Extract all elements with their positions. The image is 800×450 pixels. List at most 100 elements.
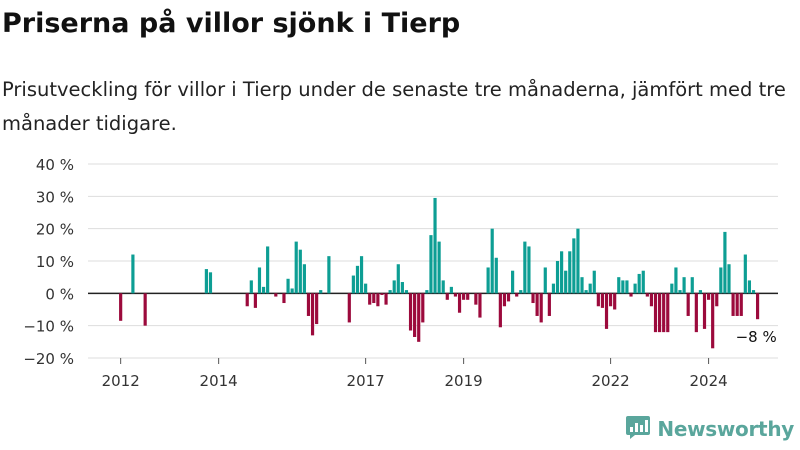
bar	[131, 254, 135, 294]
bar	[694, 293, 698, 333]
bar	[384, 293, 388, 305]
bar	[584, 290, 588, 294]
y-tick-label: 20 %	[36, 221, 74, 239]
bar	[715, 293, 719, 307]
bar	[376, 293, 380, 307]
y-tick-label: 10 %	[36, 253, 74, 271]
bar	[547, 293, 551, 316]
bar	[613, 293, 617, 310]
bar	[351, 275, 355, 294]
bar	[755, 293, 760, 320]
bar	[466, 293, 470, 300]
grid-layer	[88, 163, 778, 364]
bar	[266, 246, 270, 294]
bar	[682, 277, 686, 294]
bar	[429, 235, 433, 294]
bar	[707, 293, 711, 300]
bar	[310, 293, 315, 336]
bar	[445, 293, 449, 300]
bar	[747, 280, 752, 294]
bar	[408, 293, 413, 331]
x-tick-label: 2019	[445, 372, 483, 390]
bar	[666, 293, 670, 333]
bar	[686, 293, 690, 316]
bar	[723, 231, 727, 294]
bar	[474, 293, 478, 305]
bar-layer	[119, 197, 760, 349]
bar	[290, 288, 294, 294]
bar	[731, 293, 735, 316]
bar	[629, 293, 633, 297]
bar	[417, 293, 421, 342]
x-tick-label: 2014	[200, 372, 238, 390]
bar	[641, 270, 645, 294]
bar	[719, 267, 723, 294]
y-tick-label: −20 %	[23, 350, 74, 368]
bar	[392, 280, 396, 294]
bar	[253, 293, 257, 308]
newsworthy-logo-icon	[625, 414, 651, 444]
bar	[257, 267, 262, 294]
bar	[119, 293, 123, 321]
bar	[531, 293, 535, 304]
bar	[604, 293, 609, 329]
bar	[600, 293, 605, 308]
bar	[298, 249, 302, 294]
bar	[453, 293, 458, 297]
bar	[457, 293, 462, 313]
bar	[421, 293, 425, 323]
bar	[294, 241, 298, 294]
bar	[319, 290, 323, 294]
bar	[588, 283, 592, 294]
bar	[625, 280, 629, 294]
bar	[743, 254, 747, 294]
x-tick-label: 2017	[347, 372, 385, 390]
chart-title: Priserna på villor sjönk i Tierp	[2, 8, 461, 39]
x-tick-label: 2012	[102, 372, 140, 390]
y-tick-label: 0 %	[45, 285, 74, 303]
bar	[727, 264, 731, 294]
bar	[658, 293, 662, 333]
bar	[437, 241, 441, 294]
brand[interactable]: Newsworthy	[625, 414, 794, 444]
bar	[690, 277, 694, 294]
bar	[413, 293, 417, 337]
bar	[551, 283, 556, 294]
bar	[364, 283, 368, 294]
bar	[274, 293, 278, 297]
bar	[555, 261, 560, 294]
bar	[678, 290, 682, 294]
bar	[249, 280, 253, 294]
bar	[662, 293, 666, 333]
bar	[355, 265, 360, 294]
bar	[498, 293, 502, 328]
bar	[535, 293, 539, 316]
bar	[396, 264, 400, 294]
bar	[433, 197, 437, 294]
bar	[261, 286, 266, 294]
bar	[327, 256, 331, 294]
bar	[478, 293, 482, 318]
bar	[621, 280, 625, 294]
bar	[486, 267, 490, 294]
bar	[751, 290, 756, 294]
bar	[404, 290, 409, 294]
y-tick-label: 40 %	[36, 156, 74, 174]
bar	[564, 270, 568, 294]
bar	[568, 251, 572, 294]
bar	[609, 293, 613, 307]
bar	[462, 293, 466, 300]
bar	[368, 293, 372, 305]
bar	[539, 293, 543, 323]
bar	[735, 293, 739, 316]
bar	[449, 286, 453, 294]
bar	[494, 257, 498, 294]
bar	[617, 277, 621, 294]
bar	[502, 293, 507, 307]
bar	[490, 228, 494, 294]
x-tick-label: 2022	[592, 372, 630, 390]
bar	[286, 278, 290, 294]
bar	[359, 256, 364, 294]
bar	[204, 269, 208, 294]
